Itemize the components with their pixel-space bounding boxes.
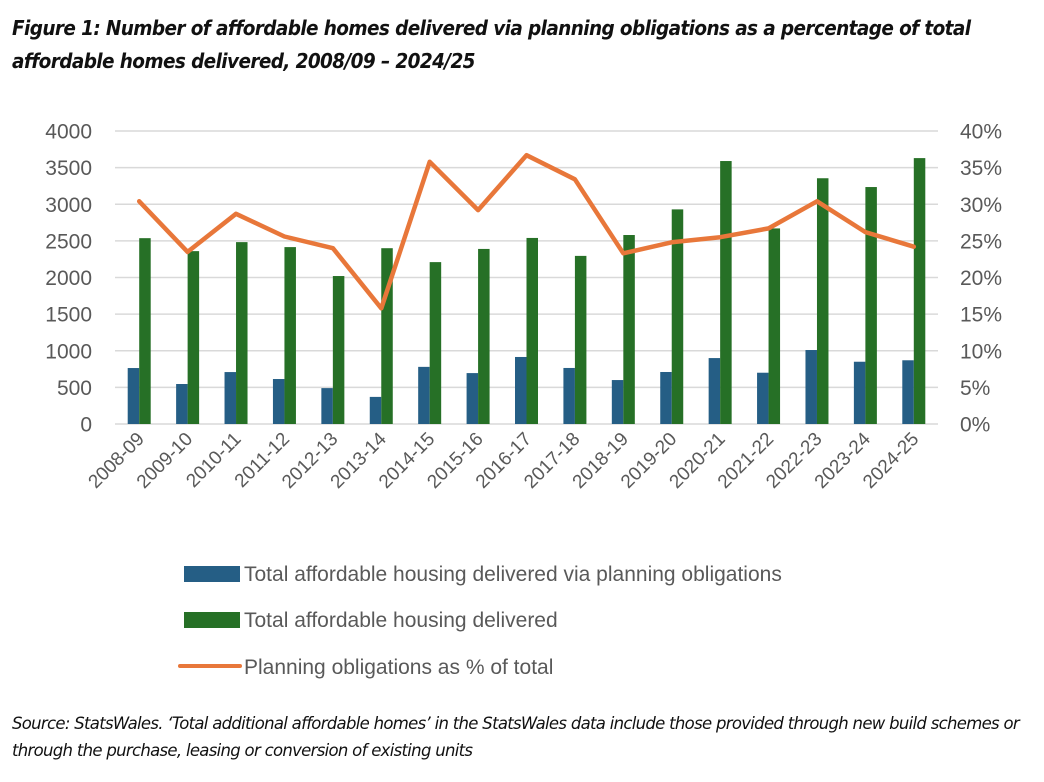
bar-total-delivered	[623, 235, 635, 424]
bar-total-delivered	[187, 251, 200, 424]
bar-planning-obligations	[272, 379, 285, 424]
y2-tick-label: 40%	[960, 121, 1002, 144]
bar-total-delivered	[429, 262, 442, 424]
y-tick-label: 0	[80, 414, 92, 437]
y2-tick-label: 30%	[960, 194, 1002, 217]
bar-total-delivered	[478, 248, 490, 424]
bar-total-delivered	[574, 255, 587, 424]
bar-total-delivered	[768, 228, 781, 424]
legend-label: Total affordable housing delivered via p…	[244, 563, 782, 586]
y-tick-label: 1500	[45, 304, 92, 327]
bar-planning-obligations	[853, 361, 866, 424]
bar-planning-obligations	[127, 368, 140, 424]
bar-total-delivered	[720, 161, 732, 424]
bar-series	[127, 158, 926, 425]
legend: Total affordable housing delivered via p…	[178, 563, 782, 679]
bar-total-delivered	[139, 238, 151, 424]
figure-source-note: Source: StatsWales. ‘Total additional af…	[12, 714, 1020, 760]
bar-planning-obligations	[466, 373, 479, 424]
y-axis-left: 0 500 1000 1500 2000 2500 3000 3500 4000	[45, 121, 92, 437]
combo-chart: 0 500 1000 1500 2000 2500 3000 3500 4000 0% 5% 10%…	[45, 121, 1002, 680]
bar-planning-obligations	[515, 356, 527, 424]
bar-total-delivered	[816, 178, 829, 424]
y2-tick-label: 10%	[960, 340, 1002, 363]
bar-planning-obligations	[176, 384, 188, 424]
bar-planning-obligations	[369, 396, 382, 424]
y-tick-label: 2500	[45, 230, 92, 253]
line-series	[136, 152, 917, 311]
y-tick-label: 500	[57, 377, 92, 400]
y-tick-label: 2000	[45, 267, 92, 290]
legend-swatch-blue	[184, 566, 240, 582]
bar-planning-obligations	[563, 367, 575, 424]
legend-item-planning-obligations[interactable]: Total affordable housing delivered via p…	[184, 563, 782, 586]
bar-planning-obligations	[321, 388, 333, 424]
bar-planning-obligations	[708, 358, 721, 424]
bar-total-delivered	[526, 237, 538, 424]
bar-planning-obligations	[418, 366, 430, 424]
bar-total-delivered	[236, 242, 248, 424]
legend-item-total[interactable]: Total affordable housing delivered	[184, 609, 558, 632]
figure-title: Figure 1: Number of affordable homes del…	[12, 16, 971, 73]
y-tick-label: 4000	[45, 121, 92, 144]
y2-tick-label: 20%	[960, 267, 1002, 290]
y-axis-right: 0% 5% 10% 15% 20% 25% 30% 35% 40%	[960, 121, 1002, 437]
y-tick-label: 3500	[45, 157, 92, 180]
bar-planning-obligations	[805, 350, 817, 424]
legend-item-percentage[interactable]: Planning obligations as % of total	[178, 656, 553, 679]
y2-tick-label: 0%	[960, 414, 990, 437]
bar-planning-obligations	[757, 372, 769, 424]
bar-planning-obligations	[224, 372, 237, 424]
bar-total-delivered	[913, 158, 926, 425]
legend-label: Total affordable housing delivered	[244, 609, 558, 632]
bar-total-delivered	[671, 209, 684, 424]
bar-total-delivered	[284, 247, 296, 424]
legend-label: Planning obligations as % of total	[244, 656, 553, 679]
y-tick-label: 3000	[45, 194, 92, 217]
legend-swatch-green	[184, 612, 240, 628]
bar-total-delivered	[332, 276, 345, 424]
x-axis: 2008-092009-102010-112011-122012-132013-…	[85, 428, 924, 492]
bar-planning-obligations	[902, 360, 914, 424]
y2-tick-label: 25%	[960, 230, 1002, 253]
y2-tick-label: 5%	[960, 377, 990, 400]
y2-tick-label: 35%	[960, 157, 1002, 180]
bar-planning-obligations	[611, 380, 624, 424]
bar-total-delivered	[381, 248, 393, 424]
y-tick-label: 1000	[45, 340, 92, 363]
bar-total-delivered	[865, 187, 877, 424]
y2-tick-label: 15%	[960, 304, 1002, 327]
bar-planning-obligations	[660, 371, 672, 424]
